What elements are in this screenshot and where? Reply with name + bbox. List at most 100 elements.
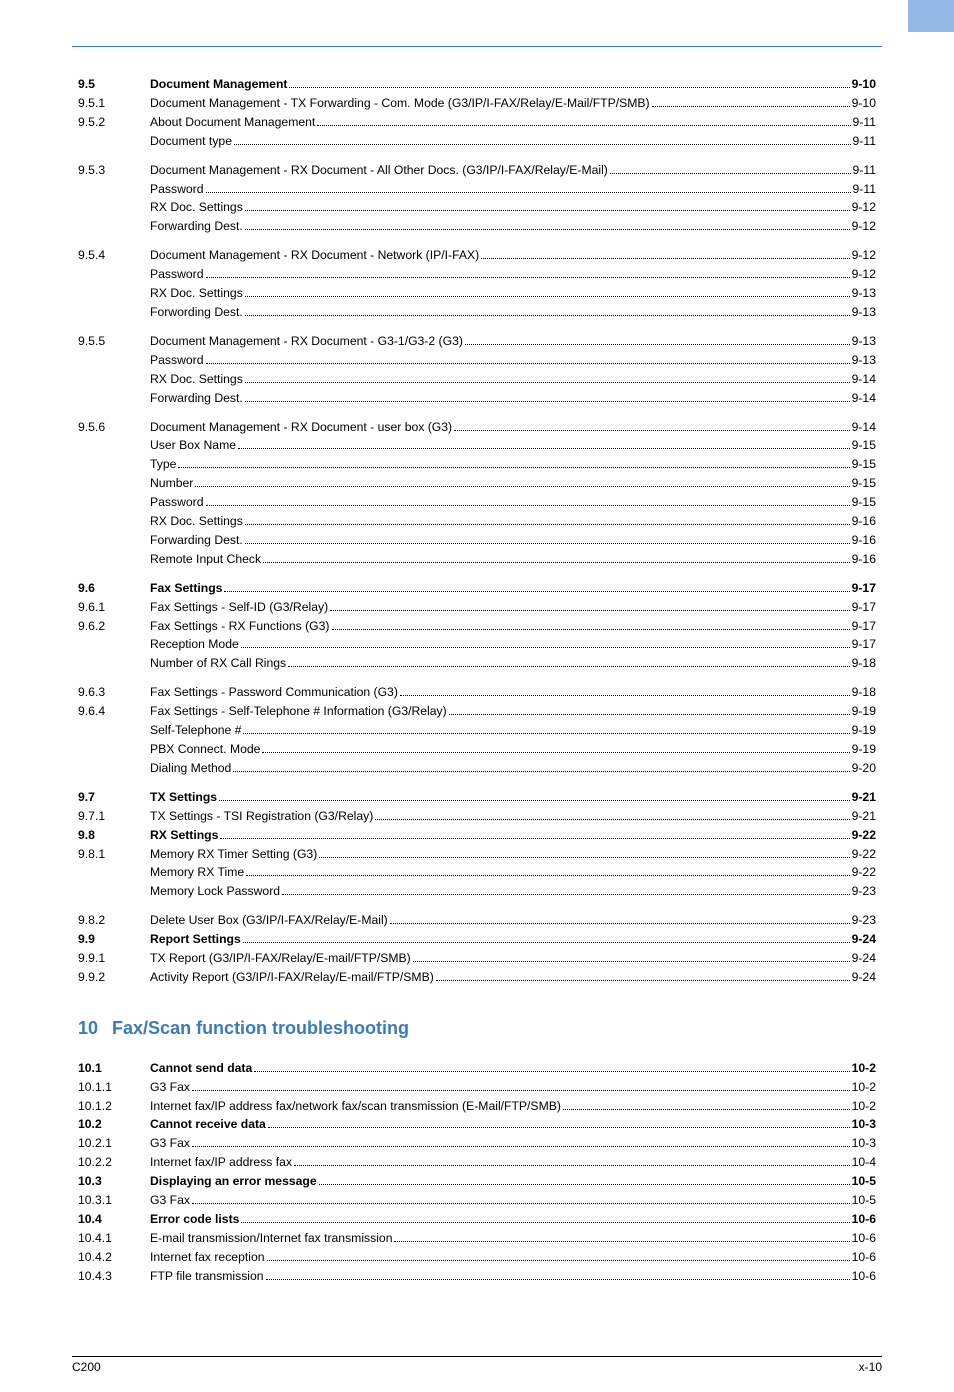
toc-row: Document type 9-11: [78, 132, 876, 151]
toc-title: RX Doc. Settings: [150, 512, 243, 531]
toc-page: 9-11: [853, 180, 877, 199]
toc-title-col: Internet fax/IP address fax/network fax/…: [150, 1097, 876, 1116]
chapter-heading-10: 10Fax/Scan function troubleshooting: [78, 1015, 876, 1043]
toc-row: 10.1Cannot send data 10-2: [78, 1059, 876, 1078]
toc-title-col: TX Settings - TSI Registration (G3/Relay…: [150, 807, 876, 826]
toc-leader-dots: [234, 144, 851, 145]
toc-title-col: Report Settings 9-24: [150, 930, 876, 949]
toc-leader-dots: [375, 819, 849, 820]
toc-title: Password: [150, 493, 204, 512]
toc-title: G3 Fax: [150, 1191, 190, 1210]
toc-row: 9.5Document Management9-10: [78, 75, 876, 94]
toc-title-col: Password9-13: [150, 351, 876, 370]
toc-title: Self-Telephone #: [150, 721, 241, 740]
toc-number: 9.5.5: [78, 332, 150, 351]
toc-title-col: G3 Fax 10-3: [150, 1134, 876, 1153]
toc-leader-dots: [263, 562, 849, 563]
toc-row: Forwarding Dest. 9-12: [78, 217, 876, 236]
toc-title-col: Self-Telephone # 9-19: [150, 721, 876, 740]
toc-page: 10-6: [852, 1210, 876, 1229]
toc-page: 9-11: [853, 161, 877, 180]
toc-number: 9.5.3: [78, 161, 150, 180]
toc-gap: [78, 151, 876, 161]
toc-leader-dots: [454, 430, 849, 431]
toc-page: 9-18: [852, 654, 876, 673]
toc-page: 9-21: [852, 807, 876, 826]
toc-leader-dots: [245, 229, 850, 230]
toc-title: Internet fax reception: [150, 1248, 265, 1267]
toc-gap: [78, 673, 876, 683]
toc-row: RX Doc. Settings 9-16: [78, 512, 876, 531]
toc-title: RX Doc. Settings: [150, 370, 243, 389]
toc-leader-dots: [449, 714, 850, 715]
toc-number: 9.9.1: [78, 949, 150, 968]
toc-title-col: FTP file transmission 10-6: [150, 1267, 876, 1286]
toc-title-col: G3 Fax 10-2: [150, 1078, 876, 1097]
toc-page: 9-22: [852, 845, 876, 864]
toc-title: Document Management - RX Document - user…: [150, 418, 452, 437]
toc-row: 10.4Error code lists10-6: [78, 1210, 876, 1229]
toc-page: 9-23: [852, 882, 876, 901]
toc-leader-dots: [413, 961, 850, 962]
toc-row: 10.2.2Internet fax/IP address fax 10-4: [78, 1153, 876, 1172]
toc-title: RX Doc. Settings: [150, 284, 243, 303]
toc-page: 9-11: [853, 132, 877, 151]
toc-title-col: Forwording Dest. 9-13: [150, 303, 876, 322]
toc-number: 10.1.1: [78, 1078, 150, 1097]
toc-page: 9-19: [852, 721, 876, 740]
toc-title-col: Error code lists10-6: [150, 1210, 876, 1229]
toc-title: Memory RX Timer Setting (G3): [150, 845, 317, 864]
toc-gap: [78, 322, 876, 332]
toc-title-col: Fax Settings - Self-Telephone # Informat…: [150, 702, 876, 721]
toc-title: G3 Fax: [150, 1134, 190, 1153]
toc-page: 10-4: [852, 1153, 876, 1172]
toc-page: 9-15: [852, 436, 876, 455]
toc-leader-dots: [192, 1146, 850, 1147]
toc-page: 9-24: [852, 930, 876, 949]
toc-page: 9-19: [852, 740, 876, 759]
toc-title-col: Password 9-15: [150, 493, 876, 512]
toc-number: 9.6.2: [78, 617, 150, 636]
toc-title: Number: [150, 474, 193, 493]
toc-page: 9-13: [852, 351, 876, 370]
toc-page: 9-21: [852, 788, 876, 807]
toc-title-col: TX Report (G3/IP/I-FAX/Relay/E-mail/FTP/…: [150, 949, 876, 968]
toc-number: 9.5: [78, 75, 150, 94]
toc-row: 9.5.6Document Management - RX Document -…: [78, 418, 876, 437]
toc-leader-dots: [436, 980, 850, 981]
toc-title-col: Cannot send data 10-2: [150, 1059, 876, 1078]
toc-row: 9.6.3Fax Settings - Password Communicati…: [78, 683, 876, 702]
toc-page: 10-6: [852, 1229, 876, 1248]
toc-row: Reception Mode 9-17: [78, 635, 876, 654]
toc-page: 9-17: [852, 617, 876, 636]
toc-title: Document type: [150, 132, 232, 151]
toc-number: 9.9.2: [78, 968, 150, 987]
toc-page: 9-13: [852, 303, 876, 322]
toc-leader-dots: [254, 1071, 849, 1072]
chapter-title: Fax/Scan function troubleshooting: [112, 1018, 409, 1038]
toc-row: Dialing Method9-20: [78, 759, 876, 778]
toc-title: Fax Settings - Password Communication (G…: [150, 683, 398, 702]
toc-title: Fax Settings - Self-Telephone # Informat…: [150, 702, 447, 721]
toc-leader-dots: [245, 543, 850, 544]
toc-page: 9-16: [852, 512, 876, 531]
toc-number: 9.6.1: [78, 598, 150, 617]
toc-title: Internet fax/IP address fax/network fax/…: [150, 1097, 561, 1116]
toc-gap: [78, 778, 876, 788]
toc-leader-dots: [245, 401, 850, 402]
toc-title-col: Fax Settings - RX Functions (G3) 9-17: [150, 617, 876, 636]
toc-title-col: Remote Input Check9-16: [150, 550, 876, 569]
toc-row: 9.8.1Memory RX Timer Setting (G3) 9-22: [78, 845, 876, 864]
toc-row: 9.5.2About Document Management 9-11: [78, 113, 876, 132]
toc-title: TX Report (G3/IP/I-FAX/Relay/E-mail/FTP/…: [150, 949, 411, 968]
toc-title-col: RX Doc. Settings 9-12: [150, 198, 876, 217]
toc-title-col: Document Management - RX Document - All …: [150, 161, 876, 180]
toc-page: 9-15: [852, 493, 876, 512]
toc-leader-dots: [294, 1165, 850, 1166]
toc-row: Number9-15: [78, 474, 876, 493]
toc-title-col: RX Doc. Settings 9-16: [150, 512, 876, 531]
toc-number: 9.7.1: [78, 807, 150, 826]
toc-title: Password: [150, 265, 204, 284]
toc-title-col: Forwarding Dest. 9-14: [150, 389, 876, 408]
toc-title: G3 Fax: [150, 1078, 190, 1097]
